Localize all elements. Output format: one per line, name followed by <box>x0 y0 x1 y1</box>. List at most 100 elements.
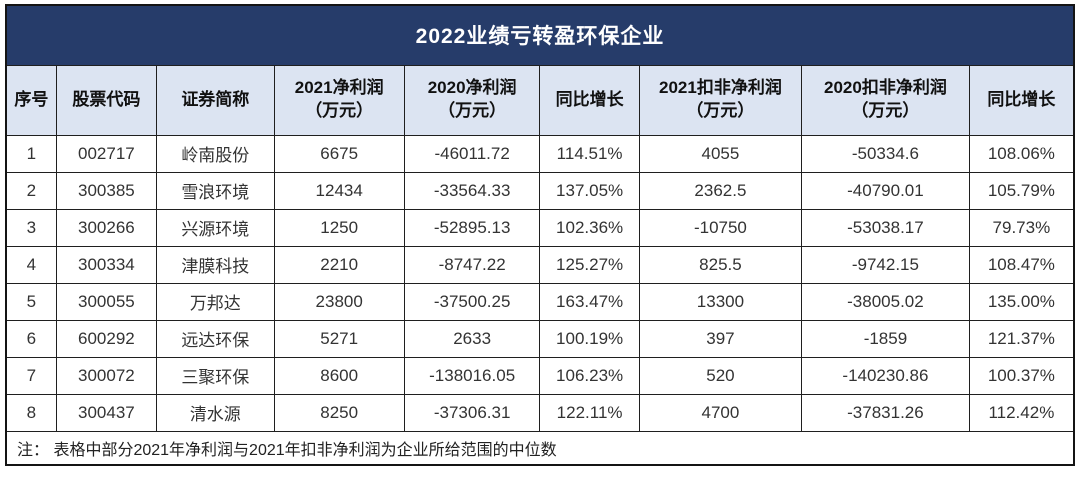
table-cell: 100.37% <box>968 356 1075 395</box>
title-row: 2022业绩亏转盈环保企业 <box>5 4 1075 66</box>
column-header-unit: （万元） <box>851 101 920 120</box>
table-cell: 4 <box>5 245 57 284</box>
table-cell: -10750 <box>638 208 803 247</box>
table-card: 2022业绩亏转盈环保企业 序号 股票代码 证券简称 2021净利润 （万元） 2020净… <box>5 4 1075 466</box>
table-cell: 100.19% <box>539 319 640 358</box>
column-header: 2020净利润 （万元） <box>403 64 541 136</box>
table-cell: 300334 <box>55 245 158 284</box>
table-cell: 4055 <box>638 134 803 173</box>
table-cell: 163.47% <box>539 282 640 321</box>
table-row: 5 300055 万邦达 23800 -37500.25 163.47% 13300 -380… <box>5 282 1075 321</box>
table-cell: 8 <box>5 393 57 432</box>
table-cell: -38005.02 <box>801 282 970 321</box>
header-row: 序号 股票代码 证券简称 2021净利润 （万元） 2020净利润 （万元） 同比增长 2021… <box>5 64 1075 136</box>
column-header-label: 股票代码 <box>72 89 141 109</box>
column-header: 2021净利润 （万元） <box>273 64 405 136</box>
table-cell: -138016.05 <box>403 356 541 395</box>
table-cell: 300266 <box>55 208 158 247</box>
table-cell: 三聚环保 <box>156 356 275 395</box>
table-cell: 雪浪环境 <box>156 171 275 210</box>
table-cell: 79.73% <box>968 208 1075 247</box>
table-cell: 137.05% <box>539 171 640 210</box>
column-header-label: 证券简称 <box>181 89 250 109</box>
table-cell: -50334.6 <box>801 134 970 173</box>
table-cell: 万邦达 <box>156 282 275 321</box>
table-cell: 1 <box>5 134 57 173</box>
column-header-label: 2021扣非净利润 <box>659 78 782 98</box>
table-cell: -1859 <box>801 319 970 358</box>
column-header-unit: （万元） <box>686 101 755 120</box>
column-header: 序号 <box>5 64 57 136</box>
table-cell: 4700 <box>638 393 803 432</box>
table-cell: -140230.86 <box>801 356 970 395</box>
column-header-label: 同比增长 <box>987 89 1056 109</box>
table-cell: -37831.26 <box>801 393 970 432</box>
column-header-label: 2020扣非净利润 <box>824 78 947 98</box>
table-cell: 2362.5 <box>638 171 803 210</box>
table-row: 6 600292 远达环保 5271 2633 100.19% 397 -1859 121.37… <box>5 319 1075 358</box>
table-cell: 300055 <box>55 282 158 321</box>
table-cell: 122.11% <box>539 393 640 432</box>
note-row: 注： 表格中部分2021年净利润与2021年扣非净利润为企业所给范围的中位数 <box>5 430 1075 466</box>
table-cell: -53038.17 <box>801 208 970 247</box>
column-header: 2020扣非净利润 （万元） <box>801 64 970 136</box>
table-cell: 114.51% <box>539 134 640 173</box>
table-cell: 13300 <box>638 282 803 321</box>
table-cell: 兴源环境 <box>156 208 275 247</box>
table-cell: 2210 <box>273 245 405 284</box>
table-cell: 6675 <box>273 134 405 173</box>
table-cell: -37500.25 <box>403 282 541 321</box>
table-cell: 002717 <box>55 134 158 173</box>
table-cell: 2 <box>5 171 57 210</box>
table-cell: -40790.01 <box>801 171 970 210</box>
page-title: 2022业绩亏转盈环保企业 <box>5 4 1075 66</box>
table-cell: 125.27% <box>539 245 640 284</box>
table-cell: 520 <box>638 356 803 395</box>
table-cell: 600292 <box>55 319 158 358</box>
table-cell: 岭南股份 <box>156 134 275 173</box>
table-cell: -9742.15 <box>801 245 970 284</box>
table-row: 2 300385 雪浪环境 12434 -33564.33 137.05% 2362.5 -4… <box>5 171 1075 210</box>
table-cell: 8600 <box>273 356 405 395</box>
table-cell: 300072 <box>55 356 158 395</box>
column-header-label: 同比增长 <box>555 89 624 109</box>
table-cell: 3 <box>5 208 57 247</box>
table-cell: 135.00% <box>968 282 1075 321</box>
footnote: 注： 表格中部分2021年净利润与2021年扣非净利润为企业所给范围的中位数 <box>5 430 1075 466</box>
table-cell: 5271 <box>273 319 405 358</box>
table-cell: 102.36% <box>539 208 640 247</box>
table-cell: 300385 <box>55 171 158 210</box>
table-cell: 121.37% <box>968 319 1075 358</box>
column-header: 同比增长 <box>968 64 1075 136</box>
table-cell: -52895.13 <box>403 208 541 247</box>
table-cell: 远达环保 <box>156 319 275 358</box>
table-cell: 108.47% <box>968 245 1075 284</box>
column-header-label: 序号 <box>14 89 49 109</box>
column-header-unit: （万元） <box>305 101 374 120</box>
table-cell: 23800 <box>273 282 405 321</box>
table-cell: 12434 <box>273 171 405 210</box>
table-cell: -8747.22 <box>403 245 541 284</box>
table-cell: -37306.31 <box>403 393 541 432</box>
table-cell: 津膜科技 <box>156 245 275 284</box>
table-cell: -33564.33 <box>403 171 541 210</box>
table-row: 8 300437 清水源 8250 -37306.31 122.11% 4700 -37831… <box>5 393 1075 432</box>
table-cell: 7 <box>5 356 57 395</box>
table-cell: 112.42% <box>968 393 1075 432</box>
table-cell: 825.5 <box>638 245 803 284</box>
table-cell: -46011.72 <box>403 134 541 173</box>
table-cell: 6 <box>5 319 57 358</box>
table-cell: 2633 <box>403 319 541 358</box>
column-header-label: 2021净利润 <box>294 78 384 98</box>
table-body: 1 002717 岭南股份 6675 -46011.72 114.51% 4055 -5033… <box>5 134 1075 432</box>
table-cell: 397 <box>638 319 803 358</box>
column-header: 同比增长 <box>539 64 640 136</box>
column-header: 证券简称 <box>156 64 275 136</box>
profit-table: 2022业绩亏转盈环保企业 序号 股票代码 证券简称 2021净利润 （万元） 2020净… <box>5 4 1075 466</box>
table-row: 1 002717 岭南股份 6675 -46011.72 114.51% 4055 -5033… <box>5 134 1075 173</box>
table-cell: 8250 <box>273 393 405 432</box>
table-cell: 1250 <box>273 208 405 247</box>
column-header-label: 2020净利润 <box>427 78 517 98</box>
table-cell: 108.06% <box>968 134 1075 173</box>
table-row: 3 300266 兴源环境 1250 -52895.13 102.36% -10750 -53… <box>5 208 1075 247</box>
